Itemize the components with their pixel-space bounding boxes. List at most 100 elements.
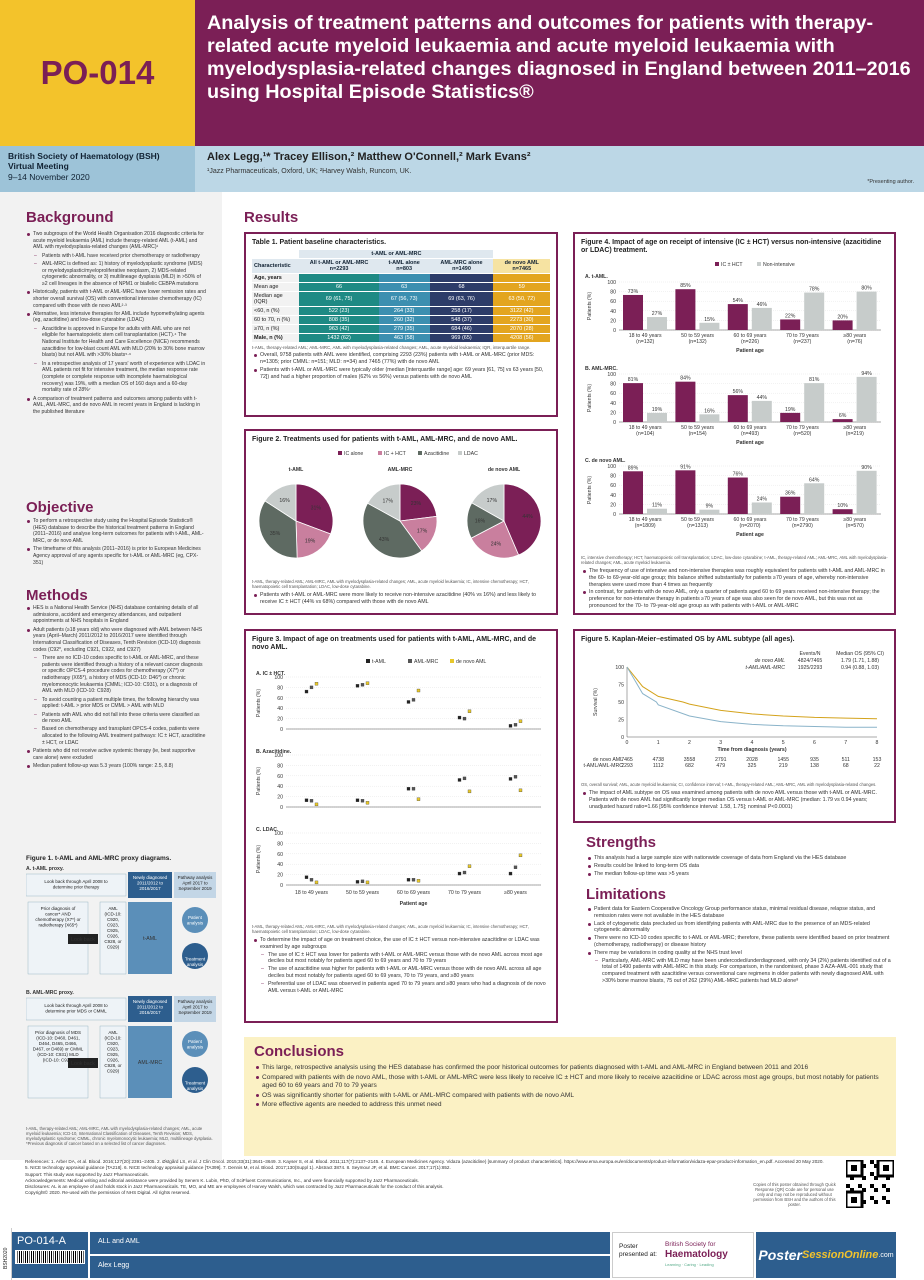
conference-box: British Society of Haematology (BSH) Vir…: [0, 146, 195, 192]
x-tick-n: (n=493): [741, 431, 759, 437]
pie-slice: [362, 502, 423, 559]
x-tick-n: (n=1313): [687, 523, 708, 529]
fig1-a-prior-text: cancer* AND: [45, 912, 72, 917]
copyright-text: Copyright© 2020. Re-used with the permis…: [25, 1190, 191, 1196]
table1-box: Table 1. Patient baseline characteristic…: [244, 232, 558, 417]
methods-item: There are no ICD-10 codes specific to t-…: [26, 655, 206, 695]
x-tick-n: (n=570): [846, 523, 864, 529]
table1-title: Table 1. Patient baseline characteristic…: [252, 239, 387, 246]
barcode-bar: [35, 1251, 36, 1263]
tick-label: 100: [607, 372, 616, 378]
tick-label: 0: [280, 727, 283, 733]
pie-label: 16%: [279, 498, 290, 504]
risk-label: t-AML/AML-MRC: [584, 763, 624, 769]
fig2-bullets: Patients with t-AML or AML-MRC were more…: [252, 592, 550, 606]
x-tick-n: (n=2070): [740, 523, 761, 529]
fig1-b-aml-text: C923,: [107, 1047, 119, 1052]
tick-label: 0: [280, 805, 283, 811]
strength-item: Results could be linked to long-term OS …: [586, 863, 891, 870]
qr-code[interactable]: [846, 1160, 894, 1208]
table1-cell: 279 (35): [378, 324, 430, 334]
barcode-bar: [67, 1251, 68, 1263]
limitations-list: Patient data for Eastern Cooperative Onc…: [586, 906, 891, 986]
table1-cell: [299, 273, 379, 283]
fig3-bullets: To determine the impact of age on treatm…: [252, 937, 550, 994]
barcode-bar: [49, 1251, 50, 1263]
y-axis-label: Survival (%): [593, 688, 599, 716]
fig2-bullet-item: Patients with t-AML or AML-MRC were more…: [252, 592, 550, 606]
x-tick-label: ≥80 years: [843, 517, 866, 523]
limitation-item: Particularly, AML-MRC with MLD may have …: [586, 958, 891, 985]
ps-logo-3: .com: [878, 1251, 894, 1259]
footer-side-text: BSH2020: [3, 1247, 9, 1269]
fig1-a-pathway-text: September 2019: [178, 886, 212, 891]
legend-swatch: [450, 659, 454, 663]
fig4-title: Figure 4. Impact of age on receipt of in…: [581, 239, 882, 254]
scatter-point: [416, 688, 421, 693]
bar: [832, 419, 853, 422]
x-tick-label: 70 to 79 years: [786, 517, 819, 523]
fig3-footnote: t-AML, therapy-related AML; AML-MRC, AML…: [252, 924, 529, 934]
qr-module: [846, 1184, 850, 1188]
bar-label: 27%: [652, 311, 663, 317]
x-tick-label: ≥80 years: [843, 333, 866, 339]
methods-item: Adult patients (≥18 years old) who were …: [26, 627, 206, 654]
table1-col-header: AML-MRC alone n=1490: [429, 258, 494, 274]
postersession-logo[interactable]: Poster SessionOnline .com: [756, 1232, 896, 1278]
pie-slice: [399, 483, 438, 522]
tick-label: 60: [277, 774, 283, 780]
x-tick-label: 60 to 69 years: [734, 517, 767, 523]
bar: [804, 292, 825, 330]
tick-label: 20: [277, 873, 283, 879]
barcode-bar: [83, 1251, 84, 1263]
bar: [780, 319, 801, 330]
scatter-point: [314, 802, 319, 807]
fig1-a-aml-text: C926,: [107, 934, 119, 939]
barcode-bar: [23, 1251, 24, 1263]
legend-swatch: [757, 262, 761, 266]
tick-label: 0: [280, 883, 283, 889]
fig1-b-arrow-text: Look back: [71, 1061, 95, 1067]
qr-module: [858, 1184, 862, 1188]
qr-module: [862, 1200, 866, 1204]
pie-label: 17%: [417, 529, 428, 535]
scatter-point: [309, 685, 314, 690]
scatter-point: [462, 776, 467, 781]
scatter-point: [508, 724, 513, 728]
km-median-header: Median OS (95% CI): [836, 651, 884, 657]
fig2-chart: IC alone IC + HCT Azacitidine LDAC t-AML 31% 1…: [258, 451, 542, 559]
barcode-bar: [41, 1251, 42, 1263]
qr-module: [870, 1196, 874, 1200]
legend-label: Non-intensive: [763, 262, 795, 268]
y-axis-label: Patients (%): [256, 845, 262, 874]
tick-label: 0: [613, 512, 616, 518]
results-heading: Results: [244, 209, 299, 226]
fig4-box: Figure 4. Impact of age on receipt of in…: [573, 232, 896, 615]
barcode-bar: [37, 1251, 38, 1263]
table1-cell: 260 (32): [378, 315, 430, 325]
risk-value: 2028: [746, 757, 758, 763]
tick-label: 100: [274, 753, 283, 759]
table1-cell: Median age (IQR): [252, 291, 300, 307]
x-tick-label: 8: [876, 740, 879, 746]
fig2-title: Figure 2. Treatments used for patients w…: [252, 436, 518, 443]
fig1-a-aml-text: C929): [107, 945, 120, 950]
fig1-b-treatment-text: analysis: [187, 1086, 204, 1091]
fig1-a-arrow: [68, 934, 98, 944]
legend-label: Azacitidine: [424, 451, 449, 457]
footer: BSH2020 PO-014-A ALL and AML Alex Legg P…: [0, 1228, 924, 1280]
tick-label: 50: [618, 700, 624, 706]
fig1-b-arrow: [68, 1058, 98, 1068]
fig3-bullet-item: The use of IC ± HCT was lower for patien…: [252, 952, 550, 966]
x-tick-label: 7: [844, 740, 847, 746]
qr-module: [870, 1172, 874, 1176]
scatter-point: [406, 700, 411, 704]
bar: [832, 509, 853, 514]
fig1-a-arrow-text: Look back: [71, 937, 95, 943]
scatter-point: [513, 775, 518, 779]
fig1-a-pathway-text: Pathway analysis: [178, 875, 214, 880]
conclusion-item: Compared with patients with de novo AML,…: [254, 1074, 886, 1091]
pie-label: 23%: [411, 501, 422, 507]
bar: [856, 291, 877, 330]
table1-cell: 68: [429, 282, 494, 292]
